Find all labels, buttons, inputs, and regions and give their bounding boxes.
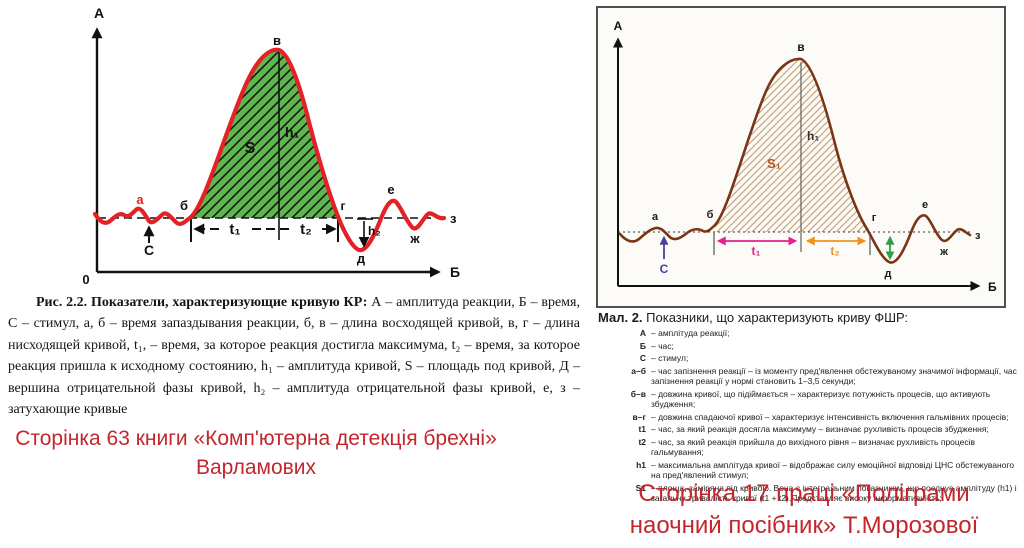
right-point-g-label: г: [872, 212, 877, 224]
left-area-s-label: S: [245, 140, 256, 157]
right-area-under-curve: [715, 58, 867, 233]
right-reaction-curve: [618, 57, 972, 264]
legend-term: С: [639, 353, 646, 363]
left-point-zh-label: ж: [409, 231, 420, 246]
legend-term: t2: [638, 436, 646, 447]
left-axis-b-label: Б: [450, 264, 460, 280]
left-reaction-curve: [92, 47, 447, 253]
left-point-b-label: б: [180, 198, 188, 213]
right-point-z-label: з: [975, 230, 981, 242]
right-t2-label: t₂: [830, 244, 839, 258]
legend-desc: – максимальна амплітуда кривої – відобра…: [651, 459, 1015, 481]
left-t2-label-bg: [293, 221, 319, 236]
left-point-g-label: г: [341, 199, 346, 213]
left-figure-caption: Рис. 2.2. Показатели, характеризующие кр…: [8, 292, 580, 420]
left-h2-label: h₂: [368, 224, 381, 238]
legend-desc: – амплітуда реакції;: [651, 328, 730, 338]
legend-desc: – час запізнення реакції – із моменту пр…: [651, 365, 1017, 387]
right-caption-heading: Мал. 2. Показники, що характеризують кри…: [598, 310, 1022, 325]
legend-desc: – площа, заміряна під кривою. Вона є інт…: [651, 482, 1017, 504]
left-point-v-label: в: [273, 33, 281, 48]
left-point-z-label: з: [450, 211, 457, 226]
right-stimulus-label: С: [660, 262, 669, 276]
legend-term: Б: [639, 340, 646, 351]
left-point-e-label: е: [387, 182, 394, 197]
left-origin-label: 0: [82, 272, 89, 287]
right-legend-list: А – амплітуда реакції; Б – час; С – стимул;…: [612, 328, 1022, 504]
left-caption-lead: Рис. 2.2. Показатели, характеризующие кр…: [36, 295, 368, 310]
legend-desc: – довжина кривої, що підіймається – хара…: [651, 388, 991, 410]
left-stimulus-label: С: [144, 242, 154, 258]
right-figure-caption: Мал. 2. Показники, що характеризують кри…: [598, 310, 1022, 504]
right-source-note: Сторінка 17 праці «Поліграми наочний пос…: [629, 480, 979, 539]
right-point-d-label: д: [885, 268, 892, 280]
left-point-d-label: д: [357, 251, 366, 266]
left-t1-label: t₁: [229, 221, 240, 238]
right-t1-label: t₁: [752, 244, 761, 258]
left-caption-body: А – амплитуда реакции, Б – время, С – ст…: [8, 295, 580, 418]
left-h1-label: h₁: [285, 124, 300, 140]
left-t1-label-bg: [222, 221, 248, 236]
legend-term: h1: [636, 459, 646, 470]
legend-desc: – довжина спадаючої кривої – характеризу…: [651, 411, 1009, 422]
legend-term: t1: [638, 424, 646, 434]
right-h1-label: h₁: [807, 129, 819, 143]
legend-term: А: [639, 328, 646, 338]
right-figure: А Б а б в г д е ж з S₁ h₁ t₁ t₂ С: [613, 19, 997, 294]
right-point-a-label: а: [652, 211, 659, 223]
legend-term: S1: [635, 482, 646, 493]
left-figure: А Б 0 а б в г д е ж з S h₁ h₂ t₁ t₂ С: [82, 5, 460, 287]
legend-term: в–г: [632, 411, 647, 422]
legend-term: б–в: [630, 388, 646, 399]
left-area-under-curve: [191, 49, 337, 219]
legend-term: а–б: [631, 365, 646, 376]
right-point-zh-label: ж: [939, 246, 948, 258]
right-point-b-label: б: [707, 209, 714, 221]
right-area-s1-label: S₁: [767, 156, 781, 171]
right-figure-panel: А Б а б в г д е ж з S₁ h₁ t₁ t₂ С: [596, 6, 1006, 308]
legend-desc: – час, за який реакція досягла максимуму…: [651, 424, 989, 434]
right-point-v-label: в: [797, 40, 804, 54]
left-source-note: Сторінка 63 книги «Комп'ютерна детекція …: [15, 427, 497, 479]
right-axis-b-label: Б: [988, 280, 997, 294]
legend-desc: – час;: [651, 340, 674, 351]
left-axis-a-label: А: [94, 5, 104, 21]
legend-desc: – стимул;: [651, 353, 689, 363]
right-caption-lead: Мал. 2.: [598, 310, 643, 325]
right-point-e-label: е: [922, 199, 928, 211]
right-caption-title: Показники, що характеризують криву ФШР:: [642, 310, 908, 325]
left-t2-label: t₂: [300, 221, 312, 238]
right-axis-a-label: А: [614, 19, 623, 33]
left-point-a-label: а: [136, 192, 144, 207]
legend-desc: – час, за який реакція прийшла до вихідн…: [651, 436, 976, 458]
